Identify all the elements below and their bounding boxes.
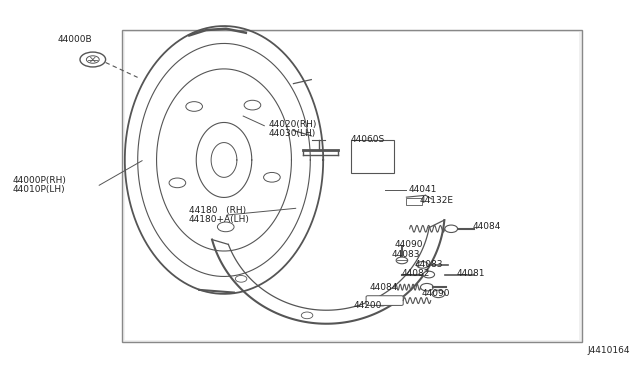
Text: 44041: 44041 <box>408 185 436 194</box>
Text: 44082: 44082 <box>402 269 430 278</box>
Circle shape <box>423 271 435 278</box>
Text: 44090: 44090 <box>421 289 450 298</box>
Circle shape <box>417 262 428 268</box>
Text: 44030(LH): 44030(LH) <box>269 129 316 138</box>
Text: 44180   (RH): 44180 (RH) <box>189 206 246 215</box>
Text: 44081: 44081 <box>456 269 485 278</box>
Circle shape <box>169 178 186 188</box>
Text: 44180+A(LH): 44180+A(LH) <box>189 215 250 224</box>
Circle shape <box>218 222 234 232</box>
Circle shape <box>420 283 433 291</box>
Circle shape <box>376 299 388 306</box>
Text: 44020(RH): 44020(RH) <box>269 120 317 129</box>
Text: 44010P(LH): 44010P(LH) <box>13 185 65 194</box>
Text: 44200: 44200 <box>354 301 382 310</box>
Circle shape <box>86 56 99 63</box>
Text: 44083: 44083 <box>392 250 420 259</box>
Circle shape <box>236 276 247 282</box>
Text: 44000B: 44000B <box>58 35 92 44</box>
Circle shape <box>445 225 458 232</box>
Text: 44084: 44084 <box>370 283 398 292</box>
Circle shape <box>396 257 408 264</box>
Text: 44083: 44083 <box>415 260 444 269</box>
Circle shape <box>244 100 260 110</box>
Bar <box>406 198 422 205</box>
Text: 44090: 44090 <box>395 240 424 249</box>
Text: 44000P(RH): 44000P(RH) <box>13 176 67 185</box>
Circle shape <box>301 312 313 319</box>
Bar <box>351 140 394 173</box>
FancyBboxPatch shape <box>366 296 403 305</box>
Bar <box>122 30 582 342</box>
Circle shape <box>80 52 106 67</box>
Text: 44132E: 44132E <box>419 196 453 205</box>
Circle shape <box>264 173 280 182</box>
Circle shape <box>186 102 202 111</box>
Text: J4410164: J4410164 <box>588 346 630 355</box>
Bar <box>125 32 579 340</box>
Circle shape <box>432 290 445 298</box>
Text: 44084: 44084 <box>472 222 500 231</box>
Text: 44060S: 44060S <box>350 135 385 144</box>
